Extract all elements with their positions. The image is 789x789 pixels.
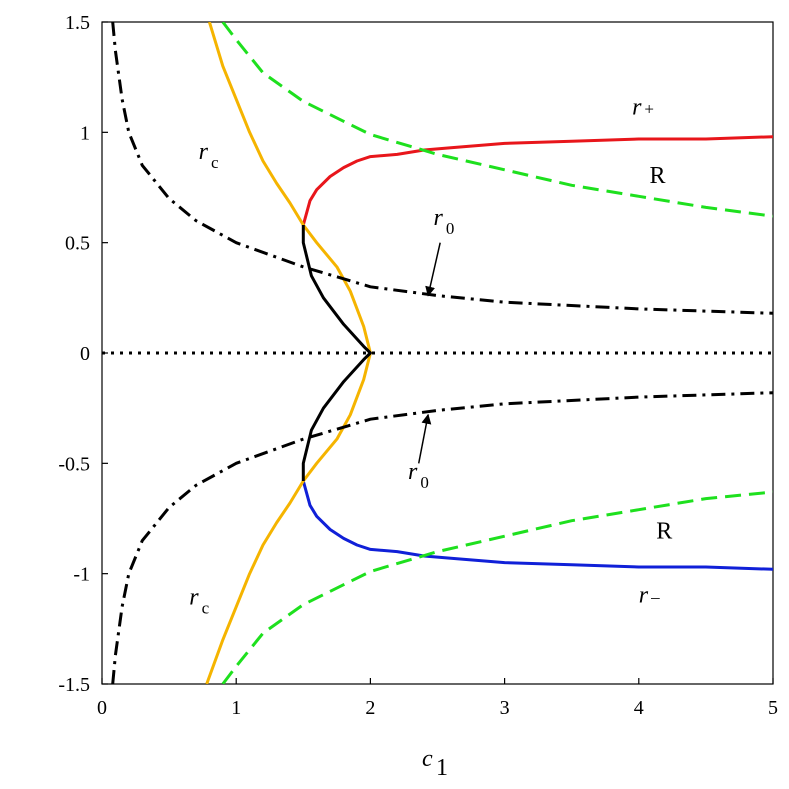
annotation-arrow-upper [425,242,441,297]
annotation-R-top: R [650,163,666,189]
series-R-lower [221,490,773,684]
y-tick-label: 1.5 [65,12,90,34]
y-tick-label: 0.5 [65,233,90,255]
y-tick-label: -0.5 [58,453,90,475]
axis-ticks: 0 1 2 3 4 5 1.5 1 0.5 0 -0.5 -1 -1.5 [58,12,778,719]
annotation-r-plus: r + [632,95,654,121]
y-tick-label: 1 [80,122,90,144]
y-tick-label: -1.5 [58,674,90,696]
x-tick-label: 0 [97,697,107,719]
series-r0-lower [111,391,773,684]
x-tick-label: 5 [768,697,778,719]
y-tick-label: 0 [80,343,90,365]
annotation-r-minus: r – [639,582,660,608]
x-tick-label: 1 [231,697,241,719]
x-tick-label: 2 [365,697,375,719]
series-r-0-middle [301,225,372,481]
x-axis-label-subscript: 1 [436,755,448,781]
x-tick-label: 4 [634,697,644,719]
x-tick-label: 3 [500,697,510,719]
annotation-arrow-lower [417,413,432,464]
series-r-minus [301,480,773,571]
y-tick-label: -1 [73,564,90,586]
x-axis-label: c [422,746,433,772]
plot-area [101,21,774,685]
series-r-plus [301,135,773,226]
annotations: r + Rr c r 0 r 0 Rr c r – [189,95,672,618]
series-R-upper [221,22,773,218]
series-r0-upper [111,22,773,315]
annotation-R-bottom: R [656,518,672,544]
